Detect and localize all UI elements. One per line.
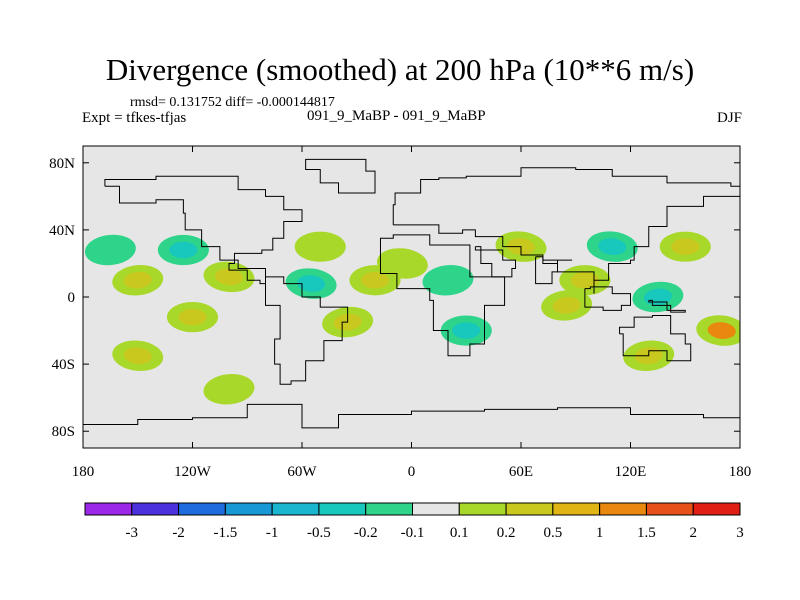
colorbar-label: -0.1 — [401, 525, 425, 541]
colorbar: -3 -2 -1.5 -1 -0.5 -0.2 -0.1 0.1 0.2 0.5 1 1.5 2 3 — [84, 502, 744, 541]
colorbar-label: -1 — [266, 525, 279, 541]
runs-label: 091_9_MaBP - 091_9_MaBP — [307, 108, 486, 124]
y-tick-label: 80N — [49, 156, 75, 172]
colorbar-label: 0.2 — [497, 525, 516, 541]
colorbar-label: 0.1 — [450, 525, 469, 541]
field-cell-core — [452, 322, 481, 339]
colorbar-bin — [505, 502, 554, 516]
colorbar-label: -2 — [172, 525, 185, 541]
x-tick-label: 0 — [408, 464, 416, 480]
field-cell-core — [123, 271, 152, 289]
map-panel — [82, 145, 741, 449]
coastline — [392, 167, 740, 294]
divergence-field — [84, 231, 740, 405]
field-cell-core — [123, 347, 152, 365]
colorbar-bin — [692, 502, 741, 516]
colorbar-bin — [412, 502, 460, 516]
field-cell-core — [388, 255, 417, 272]
expt-label: Expt = tfkes-tfjas — [82, 110, 187, 126]
colorbar-label: -1.5 — [213, 525, 237, 541]
coastline — [535, 256, 573, 285]
x-tick-label: 60W — [287, 464, 317, 480]
field-cell-core — [570, 271, 599, 289]
y-tick-label: 40S — [52, 357, 75, 373]
colorbar-label: -0.5 — [307, 525, 331, 541]
field-cell-core — [297, 275, 326, 292]
coastline — [379, 234, 506, 357]
field-cell-core — [306, 238, 335, 255]
colorbar-bin — [318, 502, 367, 516]
colorbar-label: 3 — [736, 525, 744, 541]
coastline — [648, 299, 686, 313]
colorbar-label: 0.5 — [543, 525, 562, 541]
colorbar-bin — [271, 502, 320, 516]
colorbar-label: 1 — [596, 525, 604, 541]
field-cell-core — [360, 271, 390, 289]
coastline — [474, 246, 517, 278]
colorbar-bin — [365, 502, 414, 516]
colorbar-label: 1.5 — [637, 525, 656, 541]
colorbar-bin — [599, 502, 647, 516]
colorbar-bin — [552, 502, 601, 516]
x-tick-label: 120E — [615, 464, 647, 480]
x-tick-label: 180 — [729, 464, 752, 480]
coastline — [265, 276, 349, 385]
colorbar-bin — [178, 502, 226, 516]
y-tick-label: 80S — [52, 424, 75, 440]
x-tick-label: 60E — [509, 464, 533, 480]
colorbar-bin — [84, 502, 133, 516]
season-label: DJF — [716, 110, 742, 126]
stats-text: rmsd= 0.131752 diff= -0.000144817 — [130, 95, 335, 110]
field-cell-core — [598, 238, 627, 256]
field-cell-core — [671, 238, 700, 255]
y-tick-label: 0 — [68, 290, 76, 306]
map-axes: 180 120W 60W 0 60E 120E 180 80N 40N 0 40S 80S — [49, 146, 751, 480]
colorbar-bin — [645, 502, 694, 516]
field-cell-core — [707, 322, 736, 339]
coastline — [305, 158, 376, 194]
colorbar-label: 2 — [689, 525, 697, 541]
coastline — [104, 175, 303, 285]
colorbar-bin — [224, 502, 273, 516]
field-cell-core — [552, 296, 581, 314]
x-tick-label: 120W — [174, 464, 212, 480]
chart-title: Divergence (smoothed) at 200 hPa (10**6 … — [105, 52, 695, 87]
field-cell-core — [433, 271, 463, 289]
coastline — [619, 314, 692, 362]
colorbar-label: -3 — [126, 525, 139, 541]
colorbar-bin — [131, 502, 180, 516]
colorbar-label: -0.2 — [354, 525, 378, 541]
colorbar-bin — [458, 502, 507, 516]
coastline — [83, 403, 740, 429]
coastline — [584, 286, 631, 311]
x-tick-label: 180 — [72, 464, 95, 480]
field-cell-core — [96, 241, 125, 259]
field-cell-core — [214, 380, 244, 398]
field-cell-core — [169, 241, 198, 259]
y-tick-label: 40N — [49, 223, 75, 239]
field-cell-core — [178, 308, 207, 326]
field-cell-core — [214, 268, 244, 286]
field-cell-core — [643, 288, 672, 306]
continent-outlines — [83, 158, 740, 429]
